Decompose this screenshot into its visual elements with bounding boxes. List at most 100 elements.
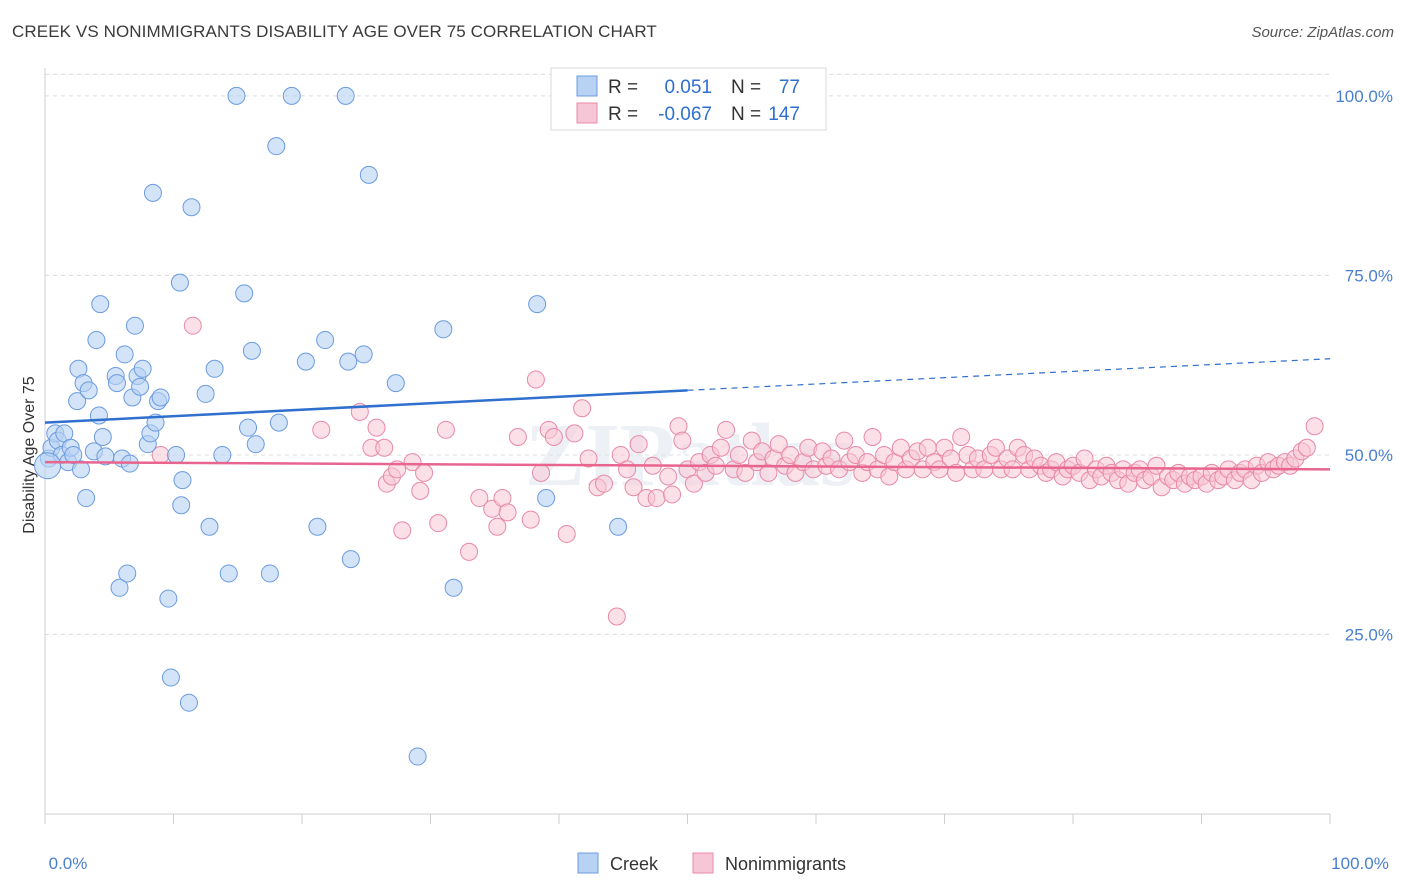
creek-point (77, 489, 96, 508)
legend-nonimm-r-label: R = (608, 104, 638, 125)
nonimmigrants-point (488, 517, 507, 536)
nonimmigrants-point (717, 420, 736, 439)
nonimmigrants-point (460, 542, 479, 561)
nonimmigrants-point (1305, 417, 1324, 436)
creek-point (296, 352, 315, 371)
nonimmigrants-point (565, 424, 584, 443)
nonimmigrants-point (684, 474, 703, 493)
creek-point (159, 589, 178, 608)
creek-point (179, 693, 198, 712)
creek-point (173, 471, 192, 490)
x-tick-label-max: 100.0% (1331, 854, 1389, 873)
nonimmigrants-point (673, 431, 692, 450)
chart-title: CREEK VS NONIMMIGRANTS DISABILITY AGE OV… (12, 22, 657, 41)
creek-point (242, 341, 261, 360)
nonimmigrants-point (594, 474, 613, 493)
creek-point (267, 137, 286, 156)
creek-point (408, 747, 427, 766)
bottom-legend-creek-label: Creek (610, 854, 659, 874)
creek-point (282, 86, 301, 105)
creek-trend-line (44, 389, 688, 424)
axes (44, 68, 1331, 824)
nonimmigrants-point (375, 438, 394, 457)
chart-source: Source: ZipAtlas.com (1251, 24, 1394, 41)
nonimmigrants-point (863, 428, 882, 446)
creek-point (537, 489, 556, 508)
y-axis-label: Disability Age Over 75 (21, 376, 38, 534)
creek-point (133, 359, 152, 378)
nonimmigrants-point (429, 514, 448, 533)
creek-point (110, 578, 129, 597)
creek-point (386, 374, 405, 393)
creek-point (131, 377, 150, 396)
creek-point (359, 165, 378, 184)
legend: R = 0.051 N = 77 R = -0.067 N = 147 (550, 67, 827, 131)
creek-point (235, 284, 254, 303)
creek-point (227, 86, 246, 105)
trend-lines (44, 358, 1331, 471)
creek-point (79, 381, 98, 400)
nonimmigrants-point (393, 521, 412, 540)
nonimmigrants-point (403, 453, 422, 472)
creek-point (170, 273, 189, 292)
creek-points (34, 86, 628, 766)
nonimmigrants-point (544, 428, 563, 446)
nonimmigrants-point (663, 485, 682, 504)
nonimmigrants-point (607, 607, 626, 626)
nonimmigrants-point (659, 467, 678, 486)
creek-point (269, 413, 288, 432)
creek-point (143, 183, 162, 202)
nonimmigrants-point (557, 524, 576, 543)
nonimmigrants-point (647, 489, 666, 508)
creek-point (239, 418, 258, 437)
nonimmigrants-point (436, 420, 455, 439)
y-tick-label: 75.0% (1345, 266, 1393, 285)
nonimmigrants-point (729, 445, 748, 464)
nonimmigrants-point (508, 428, 527, 446)
nonimmigrants-point (573, 399, 592, 418)
nonimmigrants-point (952, 428, 971, 446)
nonimmigrants-point (624, 478, 643, 497)
creek-point (115, 345, 134, 364)
nonimmigrants-point (470, 489, 489, 508)
creek-point (161, 668, 180, 687)
creek-point (200, 517, 219, 536)
creek-point (434, 320, 453, 339)
creek-point (205, 359, 224, 378)
creek-point (107, 374, 126, 393)
creek-point (71, 460, 90, 479)
nonimmigrants-point (498, 503, 517, 522)
creek-point (125, 316, 144, 335)
nonimmigrants-point (1297, 438, 1316, 457)
creek-point (167, 445, 186, 464)
nonimmigrants-point (618, 460, 637, 479)
nonimmigrants-point (183, 316, 202, 335)
creek-point (151, 388, 170, 407)
legend-nonimm-swatch (576, 102, 598, 124)
gridlines (45, 73, 1330, 635)
y-tick-labels: 25.0% 50.0% 75.0% 100.0% (1335, 87, 1393, 645)
creek-point (609, 517, 628, 536)
creek-point (308, 517, 327, 536)
legend-creek-swatch (576, 75, 598, 97)
bottom-legend: Creek Nonimmigrants (577, 852, 846, 874)
nonimmigrants-point (986, 438, 1005, 457)
creek-point (213, 445, 232, 464)
legend-creek-n-value: 77 (779, 77, 800, 98)
nonimmigrants-point (1147, 456, 1166, 475)
legend-creek-n-label: N = (731, 77, 761, 98)
nonimmigrants-point (411, 481, 430, 500)
creek-point (219, 564, 238, 583)
creek-trend-extension (687, 358, 1331, 391)
creek-point (87, 331, 106, 350)
y-tick-label: 50.0% (1345, 446, 1393, 465)
legend-creek-r-value: 0.051 (664, 77, 712, 98)
nonimmigrants-point (521, 510, 540, 529)
creek-point (260, 564, 279, 583)
nonimmigrants-point (629, 435, 648, 454)
legend-nonimm-n-value: 147 (768, 104, 800, 125)
nonimmigrants-point (367, 418, 386, 437)
creek-point (341, 550, 360, 569)
creek-point (91, 295, 110, 314)
bottom-legend-creek-swatch (577, 852, 599, 874)
